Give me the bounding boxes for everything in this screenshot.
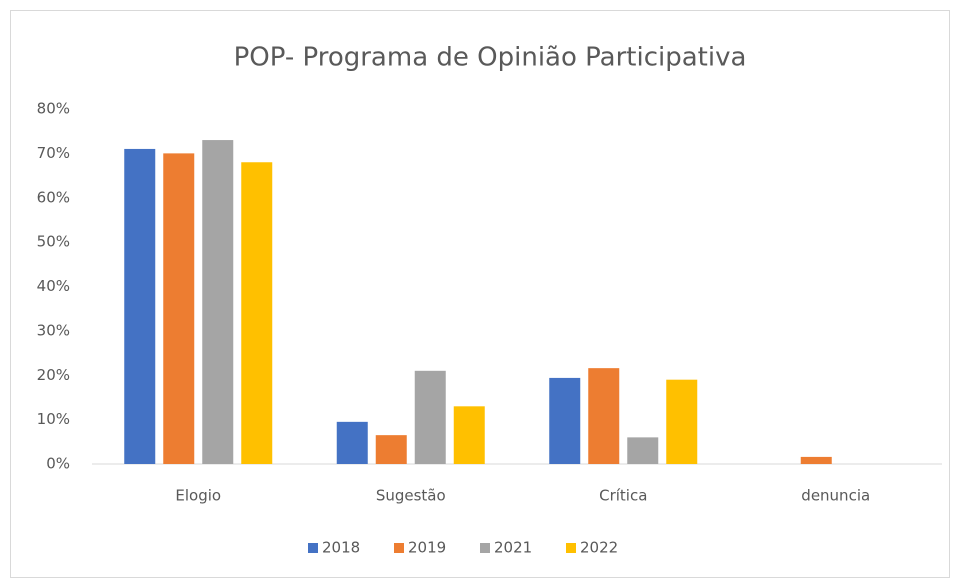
bar — [800, 456, 832, 464]
bar — [453, 406, 485, 464]
bar — [588, 368, 620, 464]
x-tick-label: Elogio — [175, 487, 221, 505]
bar — [336, 421, 368, 464]
y-tick-label: 70% — [37, 144, 70, 162]
y-tick-label: 30% — [37, 321, 70, 339]
legend-label: 2022 — [580, 539, 618, 557]
legend-swatch — [308, 543, 318, 553]
bar — [375, 435, 407, 464]
legend-swatch — [394, 543, 404, 553]
bar — [124, 148, 156, 464]
y-tick-label: 80% — [37, 100, 70, 118]
legend-label: 2018 — [322, 539, 360, 557]
bar — [163, 153, 195, 464]
y-tick-label: 40% — [37, 277, 70, 295]
legend-label: 2019 — [408, 539, 446, 557]
legend-swatch — [566, 543, 576, 553]
x-tick-label: denuncia — [801, 487, 870, 505]
bar — [414, 370, 446, 464]
y-tick-label: 20% — [37, 366, 70, 384]
legend-label: 2021 — [494, 539, 532, 557]
x-tick-label: Sugestão — [376, 487, 446, 505]
y-tick-label: 50% — [37, 233, 70, 251]
bar — [241, 162, 273, 464]
y-tick-label: 10% — [37, 410, 70, 428]
chart-title: POP- Programa de Opinião Participativa — [234, 43, 747, 73]
bar — [549, 377, 581, 464]
bar — [666, 379, 698, 464]
bar — [627, 437, 659, 464]
bar — [202, 140, 234, 464]
x-tick-label: Crítica — [599, 487, 647, 505]
legend-swatch — [480, 543, 490, 553]
y-tick-label: 60% — [37, 188, 70, 206]
y-tick-label: 0% — [46, 455, 70, 473]
